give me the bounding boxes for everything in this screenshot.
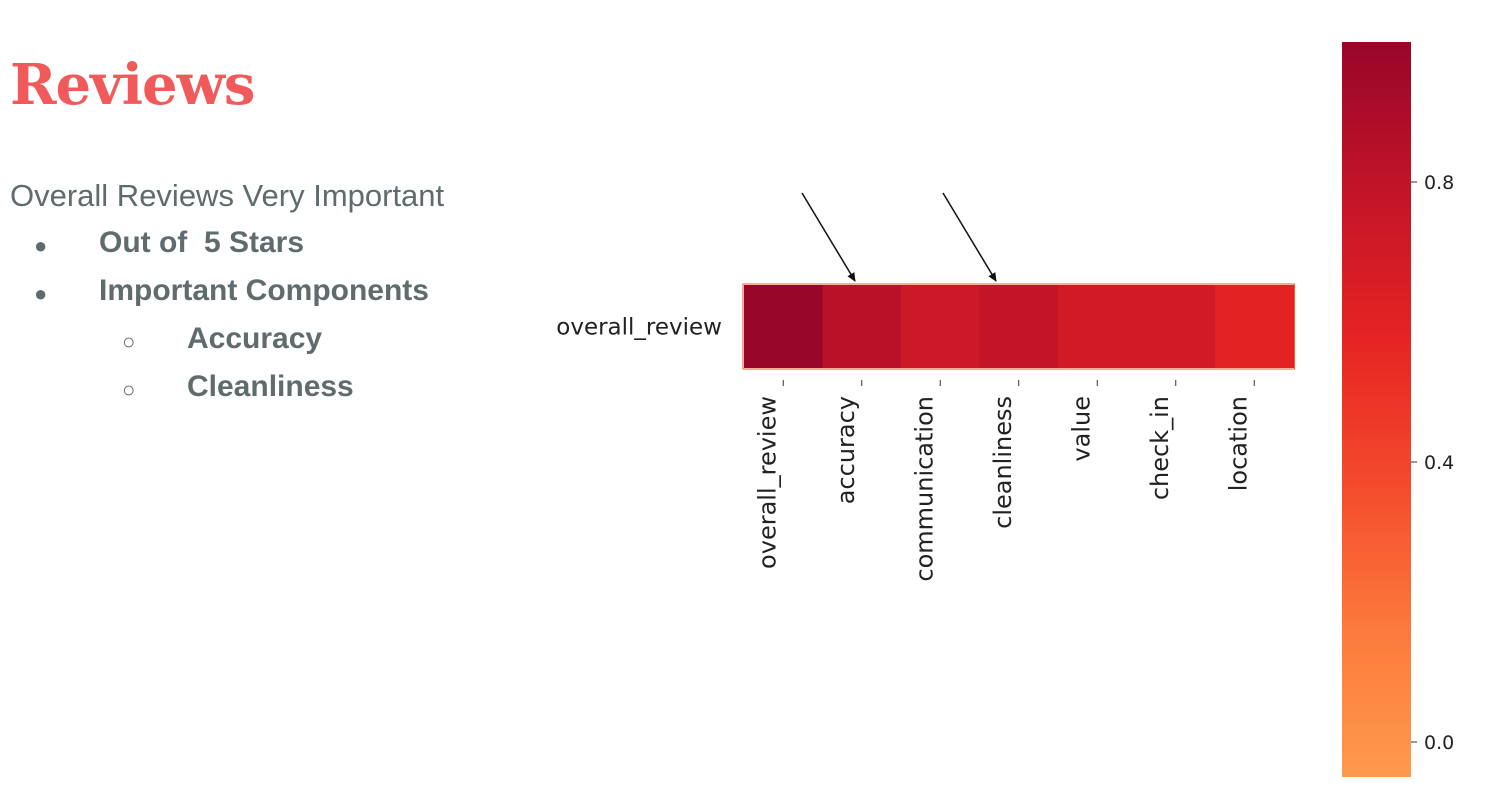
x-tick-label: check_in (1146, 396, 1174, 500)
heatmap-cell-accuracy (822, 285, 902, 368)
colorbar (1342, 42, 1411, 777)
sub-bullet-item: Accuracy (187, 322, 323, 355)
heatmap-cell-overall_review (744, 285, 824, 368)
heatmap-cell-communication (901, 285, 981, 368)
arrow-cleanliness (942, 192, 997, 282)
heatmap-cell-cleanliness (979, 285, 1059, 368)
colorbar-tick-label: 0.4 (1424, 452, 1454, 474)
bullet-item: Important Components (99, 274, 429, 307)
heatmap-border (742, 283, 1295, 370)
heatmap-cells (742, 283, 1295, 370)
heatmap-cell-value (1058, 285, 1138, 368)
arrow-accuracy (801, 192, 856, 282)
bullet-marker: ● (34, 233, 48, 258)
heatmap-cell-location (1215, 285, 1295, 368)
bullet-marker: ● (34, 281, 48, 306)
sub-bullet-marker: ○ (122, 377, 136, 402)
intro-text: Overall Reviews Very Important (10, 178, 445, 213)
colorbar-ticks: 0.8 0.4 0.0 (1411, 172, 1454, 754)
bullet-item: Out of 5 Stars (99, 226, 305, 259)
x-tick-label: location (1224, 396, 1252, 491)
x-tick-label: cleanliness (989, 396, 1017, 529)
sub-bullet-item: Cleanliness (187, 370, 354, 403)
x-tick-labels: overall_review accuracy communication clean… (753, 380, 1255, 582)
slide-title: Reviews (10, 52, 255, 118)
x-tick-label: value (1067, 396, 1095, 462)
y-tick-label: overall_review (556, 315, 722, 341)
x-tick-label: overall_review (753, 396, 781, 569)
heatmap-cell-check_in (1136, 285, 1216, 368)
sub-bullet-marker: ○ (122, 329, 136, 354)
x-tick-label: communication (910, 396, 938, 582)
colorbar-tick-label: 0.8 (1424, 172, 1454, 194)
colorbar-tick-label: 0.0 (1424, 732, 1454, 754)
x-tick-label: accuracy (832, 396, 860, 504)
y-tick-labels: overall_review (556, 315, 722, 341)
